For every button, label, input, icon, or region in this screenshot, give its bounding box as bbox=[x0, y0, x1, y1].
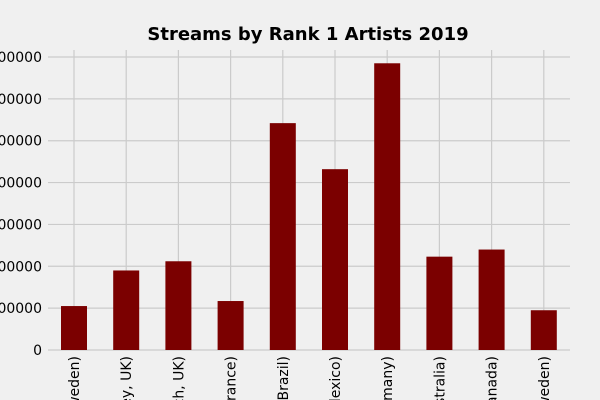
chart-title: Streams by Rank 1 Artists 2019 bbox=[147, 24, 468, 45]
x-tick-label: weden) bbox=[537, 356, 553, 400]
bar bbox=[478, 249, 505, 350]
bar bbox=[374, 63, 401, 351]
x-tick-label: anada) bbox=[485, 356, 501, 400]
x-tick-label: weden) bbox=[67, 356, 83, 400]
bar bbox=[322, 169, 348, 350]
x-tick-label: Brazil) bbox=[276, 356, 292, 400]
bar bbox=[165, 261, 192, 350]
bar bbox=[530, 310, 557, 350]
x-tick-label: ey, UK) bbox=[119, 356, 135, 400]
bars bbox=[61, 63, 557, 351]
bar bbox=[269, 123, 296, 351]
x-tick-label: ch, UK) bbox=[171, 356, 187, 400]
x-tick-labels: weden) ey, UK) ch, UK) rance) Brazil) lexico)… bbox=[67, 356, 553, 400]
x-tick-label: many) bbox=[380, 356, 396, 400]
x-tick-label: stralia) bbox=[432, 356, 448, 400]
bar bbox=[61, 306, 87, 350]
bar bbox=[113, 270, 140, 350]
bar bbox=[426, 256, 453, 350]
bar bbox=[217, 301, 244, 350]
y-tick-label: 0 bbox=[33, 343, 42, 359]
y-tick-labels: 0000000000000000000000000000000000000000… bbox=[0, 50, 42, 359]
x-tick-label: lexico) bbox=[328, 356, 344, 400]
x-tick-label: rance) bbox=[224, 356, 240, 400]
